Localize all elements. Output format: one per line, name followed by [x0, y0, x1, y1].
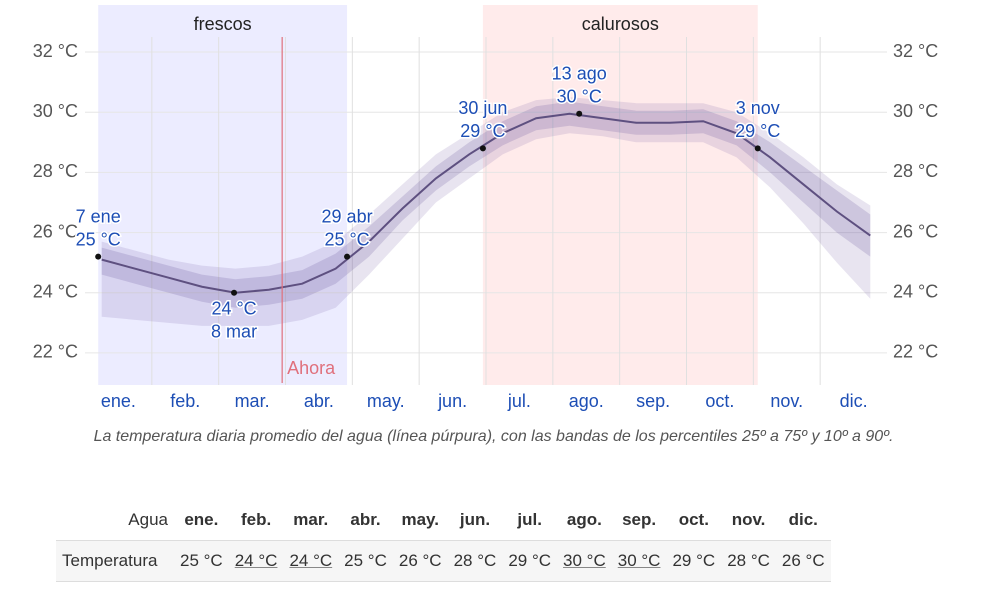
y-tick-label: 32 °C [33, 41, 78, 61]
x-tick-label: oct. [705, 391, 734, 411]
x-tick-label: may. [367, 391, 405, 411]
table-cell: 24 °C [289, 551, 333, 570]
header-cell: nov. [731, 510, 766, 529]
y-tick-label: 30 °C [893, 101, 938, 121]
table-cell: 30 °C [563, 551, 606, 570]
table-cell: 25 °C [180, 551, 223, 570]
annotation-value: 25 °C [76, 229, 121, 249]
header-cell: jun. [459, 510, 491, 529]
header-row: Agua ene. feb. mar. abr. may. jun. jul. ago. sep.… [56, 500, 831, 541]
annotation-dot [754, 145, 761, 152]
header-cell: dic. [788, 510, 818, 529]
header-cell: may. [401, 510, 439, 529]
y-tick-label: 28 °C [33, 161, 78, 181]
annotation-value: 25 °C [324, 229, 369, 249]
y-tick-label: 22 °C [33, 342, 78, 362]
y-tick-label: 24 °C [33, 281, 78, 301]
table-cell: 24 °C [234, 551, 278, 570]
annotation-dot [576, 110, 583, 117]
table-cell: 28 °C [727, 551, 770, 570]
x-tick-label: abr. [304, 391, 334, 411]
x-tick-label: sep. [636, 391, 670, 411]
annotation-date: 13 ago [552, 63, 607, 83]
annotation-date: 30 jun [458, 98, 507, 118]
table-cell: Temperatura [62, 551, 158, 570]
header-cell: ene. [184, 510, 219, 529]
now-label: Ahora [287, 358, 336, 378]
header-cell: feb. [240, 510, 272, 529]
annotation-dot [95, 253, 102, 260]
y-tick-label: 26 °C [893, 221, 938, 241]
annotation-dot [479, 145, 486, 152]
season-label: calurosos [582, 14, 659, 34]
chart: frescos calurosos 22 °C 22 °C 24 °C 24 °C 26 °… [33, 5, 938, 411]
y-tick-label: 30 °C [33, 101, 78, 121]
data-table: Agua ene. feb. mar. abr. may. jun. jul. ago. sep.… [56, 500, 831, 582]
y-tick-label: 24 °C [893, 281, 938, 301]
x-tick-label: mar. [235, 391, 270, 411]
mean-line [101, 112, 871, 294]
header-cell: abr. [350, 510, 381, 529]
season-label: frescos [194, 14, 252, 34]
header-cell: sep. [622, 510, 657, 529]
season-region [482, 5, 758, 385]
table-cell: 29 °C [672, 551, 716, 570]
annotation-value: 29 °C [735, 121, 780, 141]
x-tick-label: feb. [170, 391, 200, 411]
header-cell: oct. [678, 510, 709, 529]
x-tick-label: ago. [569, 391, 604, 411]
annotation-date: 7 ene [76, 206, 121, 226]
table-cell: 26 °C [398, 551, 442, 570]
table-row: Temperatura 25 °C 24 °C 24 °C 25 °C 26 °C 28 °… [56, 540, 831, 582]
annotation-dot [344, 253, 351, 260]
annotation-value: 30 °C [557, 86, 602, 106]
annotation-value: 29 °C [460, 121, 505, 141]
header-cell: jul. [517, 510, 542, 529]
header-cell: ago. [566, 510, 602, 529]
x-tick-label: ene. [101, 391, 136, 411]
table-cell: 28 °C [453, 551, 497, 570]
header-cell: mar. [293, 510, 329, 529]
x-tick-label: nov. [770, 391, 803, 411]
annotation-date: 3 nov [736, 98, 780, 118]
y-tick-label: 26 °C [33, 221, 78, 241]
table-cell: 25 °C [344, 551, 387, 570]
annotation-date: 8 mar [211, 321, 257, 341]
y-tick-label: 28 °C [893, 161, 938, 181]
table-cell: 29 °C [508, 551, 552, 570]
x-tick-label: jul. [507, 391, 531, 411]
header-cell: Agua [128, 510, 168, 529]
annotation-dot [231, 289, 238, 296]
y-tick-label: 22 °C [893, 342, 938, 362]
x-tick-label: jun. [437, 391, 467, 411]
table-cell: 26 °C [781, 551, 825, 570]
percentile-band [101, 97, 871, 326]
season-region [98, 5, 348, 385]
caption: La temperatura diaria promedio del agua … [93, 428, 894, 445]
annotation-value: 24 °C [211, 298, 256, 318]
y-tick-label: 32 °C [893, 41, 938, 61]
table-cell: 30 °C [617, 551, 661, 570]
annotation-date: 29 abr [322, 206, 373, 226]
x-tick-label: dic. [840, 391, 868, 411]
